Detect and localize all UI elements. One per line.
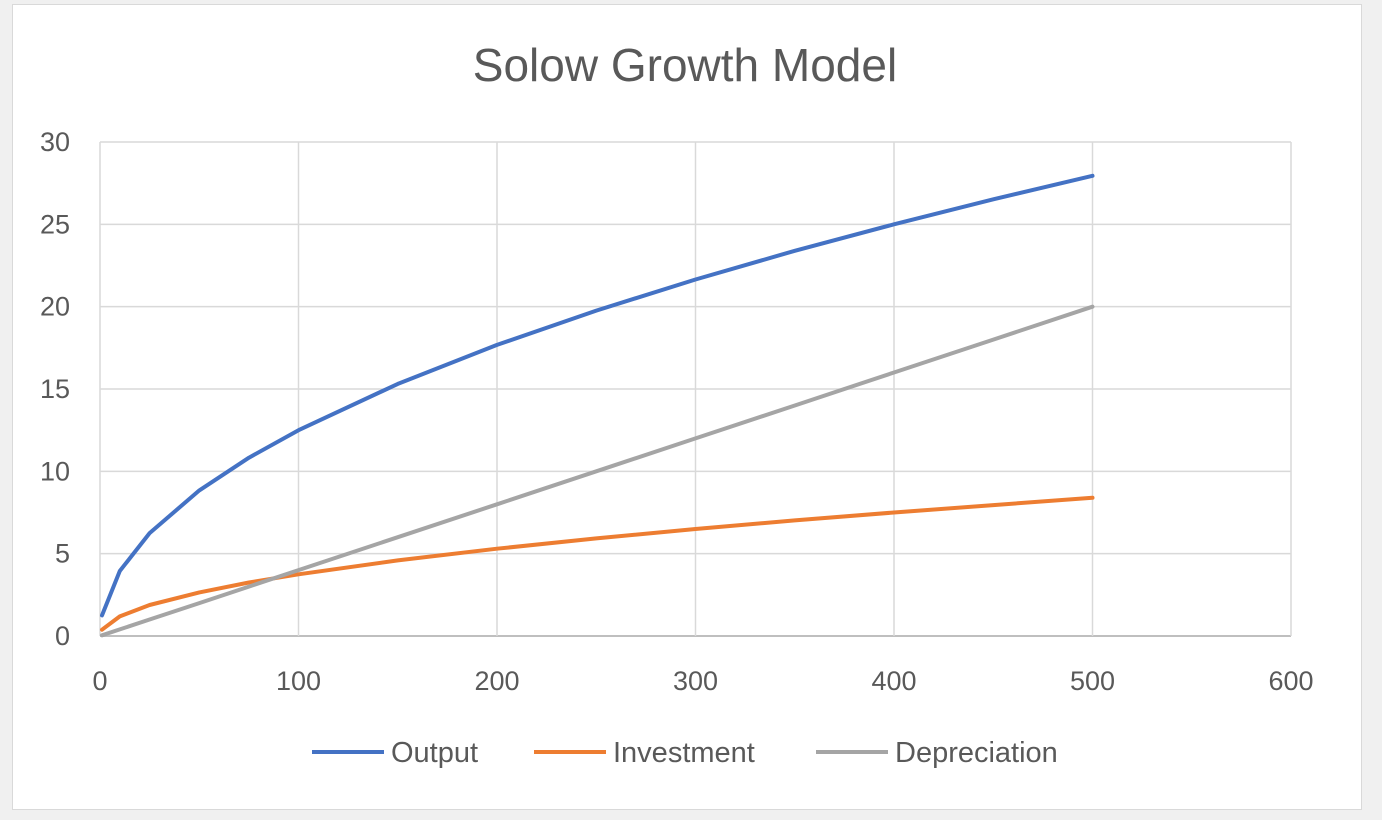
series-line-output [100, 173, 1095, 618]
y-axis: 0 5 10 15 20 25 30 [40, 127, 70, 651]
y-tick-label: 25 [40, 209, 70, 239]
chart-area [12, 4, 1362, 810]
y-tick-label: 20 [40, 292, 70, 322]
x-tick-label: 600 [1268, 666, 1313, 696]
y-tick-label: 5 [55, 539, 70, 569]
x-tick-label: 200 [474, 666, 519, 696]
legend-label: Investment [613, 737, 755, 769]
x-tick-label: 300 [673, 666, 718, 696]
plot-series [100, 173, 1095, 638]
x-axis: 0 100 200 300 400 500 600 [92, 666, 1313, 696]
legend: Output Investment Depreciation [312, 737, 1058, 769]
x-tick-label: 500 [1070, 666, 1115, 696]
gridlines [99, 141, 1292, 637]
x-tick-label: 400 [871, 666, 916, 696]
chart-title: Solow Growth Model [473, 39, 897, 91]
legend-label: Depreciation [895, 737, 1058, 769]
legend-label: Output [391, 737, 478, 769]
x-tick-label: 100 [276, 666, 321, 696]
y-tick-label: 30 [40, 127, 70, 157]
y-tick-label: 15 [40, 374, 70, 404]
y-tick-label: 10 [40, 456, 70, 486]
y-tick-label: 0 [55, 621, 70, 651]
series-line-depreciation [100, 304, 1095, 638]
series-line-investment [100, 495, 1095, 632]
x-tick-label: 0 [92, 666, 107, 696]
